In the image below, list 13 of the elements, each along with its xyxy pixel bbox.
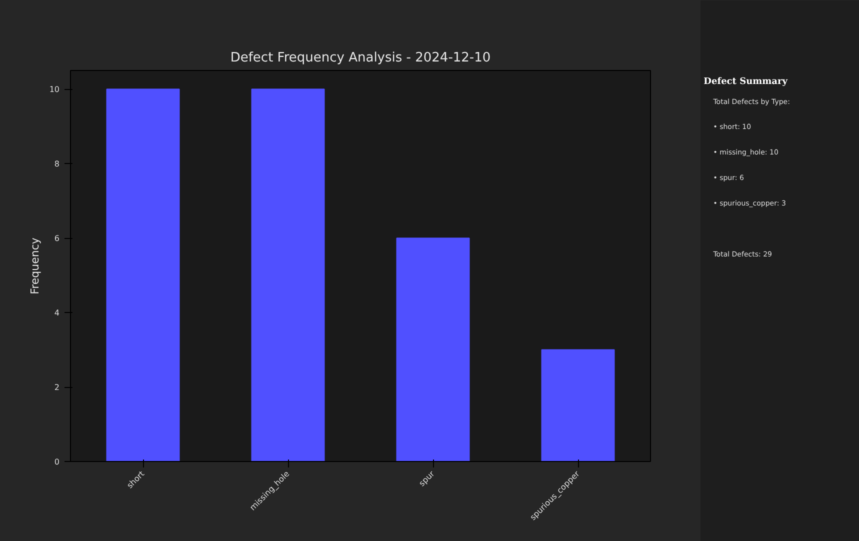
chart-title: Defect Frequency Analysis - 2024-12-10 — [230, 50, 491, 66]
bar — [251, 88, 325, 462]
bar — [541, 349, 615, 462]
text: Defect Summary — [704, 77, 788, 88]
bar — [106, 88, 180, 462]
y-tick-label: 8 — [54, 160, 60, 169]
y-tick-label: 0 — [54, 458, 60, 466]
y-tick-label: 4 — [54, 308, 60, 318]
y-tick-label: 10 — [49, 85, 60, 94]
bar — [396, 238, 470, 462]
y-tick-label: 6 — [54, 234, 60, 244]
y-axis-title: Frequency — [28, 237, 42, 294]
y-tick-label: 2 — [54, 383, 60, 392]
